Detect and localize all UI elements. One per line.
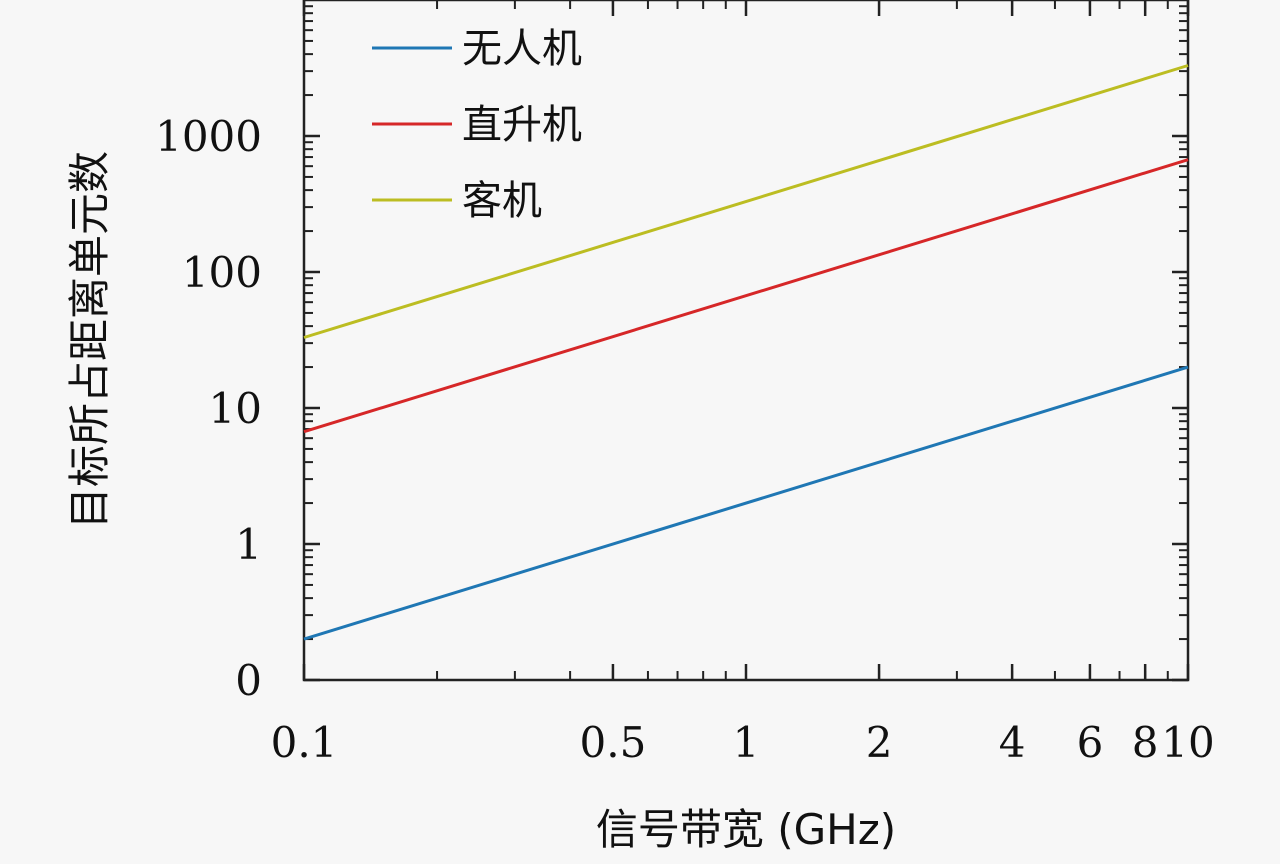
y-tick-label: 1 [235,520,262,569]
y-tick-label: 1000 [155,112,262,161]
x-tick-label: 10 [1161,718,1214,767]
legend-label: 直升机 [462,102,582,148]
series-line-3 [303,64,1189,339]
x-tick-label: 8 [1132,718,1159,767]
y-tick-label: 0 [235,656,262,705]
series-line-2 [303,158,1189,434]
y-tick-label: 100 [182,248,262,297]
y-axis: 0 1 10 100 1000 [155,5,1188,705]
x-tick-label: 0.1 [271,718,338,767]
series-layer [303,64,1189,641]
x-tick-label: 1 [733,718,760,767]
x-tick-label: 2 [866,718,893,767]
x-tick-label: 6 [1077,718,1104,767]
plot-area [302,0,1190,682]
series-line-1 [303,365,1189,641]
y-tick-label: 10 [209,384,262,433]
x-tick-label: 0.5 [580,718,647,767]
legend-label: 无人机 [462,26,582,72]
x-tick-label: 4 [999,718,1026,767]
x-axis-label: 信号带宽 (GHz) [596,805,896,854]
y-axis-label: 目标所占距离单元数 [65,151,114,529]
x-axis: 0.1 0.5 1 2 4 6 8 10 [271,0,1215,767]
legend-label: 客机 [462,178,542,224]
